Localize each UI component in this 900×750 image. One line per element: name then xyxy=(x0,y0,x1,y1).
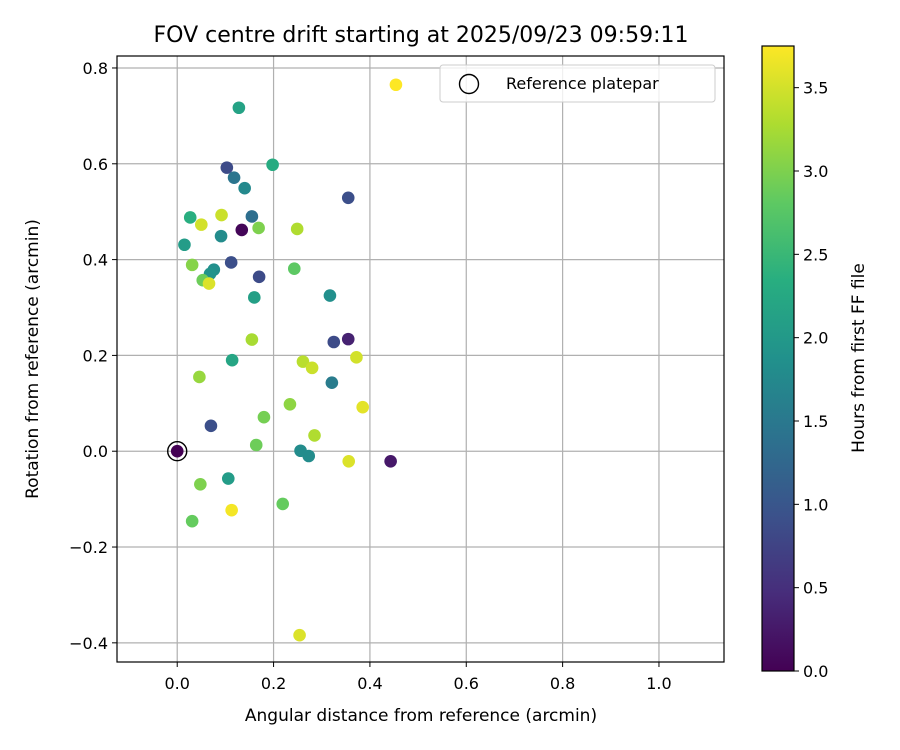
data-point xyxy=(323,289,337,302)
data-point xyxy=(238,181,251,195)
colorbar-tick-label: 3.5 xyxy=(803,79,828,98)
data-point xyxy=(221,472,235,485)
data-point xyxy=(204,419,218,433)
chart-title: FOV centre drift starting at 2025/09/23 … xyxy=(154,23,689,48)
colorbar-tick-label: 2.5 xyxy=(803,245,828,264)
data-point xyxy=(235,223,249,237)
data-point xyxy=(232,101,246,115)
data-point xyxy=(350,351,363,364)
y-tick-label: −0.2 xyxy=(69,538,108,557)
legend: Reference platepar xyxy=(439,64,716,103)
data-point xyxy=(220,161,234,174)
data-point xyxy=(178,238,191,252)
y-axis-ticks: −0.4 −0.2 0.0 0.2 0.4 0.6 0.8 xyxy=(69,59,117,653)
data-point xyxy=(266,158,279,172)
data-point xyxy=(341,191,355,205)
data-point xyxy=(185,514,199,528)
colorbar-ticks: 0.0 0.5 1.0 1.5 2.0 2.5 3.0 3.5 xyxy=(794,79,828,681)
data-point xyxy=(245,333,259,346)
data-point xyxy=(293,628,306,642)
data-point xyxy=(185,258,199,272)
data-point xyxy=(356,400,369,414)
legend-box xyxy=(439,64,716,103)
data-point xyxy=(283,397,297,411)
y-tick-label: 0.6 xyxy=(83,155,108,174)
y-tick-label: 0.8 xyxy=(83,59,108,78)
x-axis-label: Angular distance from reference (arcmin) xyxy=(245,706,597,726)
colorbar-tick-label: 0.0 xyxy=(803,662,828,681)
data-point xyxy=(384,454,397,468)
y-tick-label: 0.2 xyxy=(83,346,108,365)
plot-frame xyxy=(116,55,725,663)
data-point xyxy=(225,353,239,367)
reference-marker xyxy=(167,441,188,462)
data-point xyxy=(170,444,184,458)
data-point xyxy=(227,171,241,184)
colorbar-tick-label: 1.5 xyxy=(803,412,828,431)
data-point xyxy=(194,477,207,491)
data-point xyxy=(302,449,316,463)
colorbar-tick-label: 3.0 xyxy=(803,162,828,181)
data-point xyxy=(183,211,197,224)
legend-reference-icon xyxy=(458,73,480,95)
data-point xyxy=(224,256,238,269)
data-point xyxy=(225,503,238,517)
data-point xyxy=(287,262,301,275)
colorbar-tick-label: 2.0 xyxy=(803,329,828,348)
grid-lines xyxy=(117,56,724,662)
data-point xyxy=(325,376,339,390)
data-point xyxy=(195,218,208,231)
data-point xyxy=(249,438,263,452)
x-tick-label: 0.8 xyxy=(550,674,575,693)
data-point xyxy=(252,270,266,284)
data-point xyxy=(327,335,341,349)
data-point xyxy=(215,208,228,222)
data-point xyxy=(342,454,356,468)
colorbar-tick-label: 0.5 xyxy=(803,579,828,598)
x-tick-label: 0.4 xyxy=(357,674,382,693)
data-point xyxy=(305,361,319,375)
data-point xyxy=(245,210,259,223)
data-point xyxy=(193,370,206,384)
y-tick-label: 0.0 xyxy=(83,442,108,461)
data-point xyxy=(290,222,304,236)
data-point xyxy=(247,291,261,304)
x-tick-label: 0.6 xyxy=(454,674,479,693)
colorbar xyxy=(761,45,795,672)
legend-label: Reference platepar xyxy=(506,74,659,93)
y-axis-label: Rotation from reference (arcmin) xyxy=(23,219,43,499)
x-tick-label: 0.2 xyxy=(261,674,286,693)
data-point xyxy=(257,410,271,424)
y-tick-label: −0.4 xyxy=(69,634,108,653)
x-axis-ticks: 0.0 0.2 0.4 0.6 0.8 1.0 xyxy=(164,662,672,693)
data-point xyxy=(341,332,355,346)
x-tick-label: 1.0 xyxy=(646,674,671,693)
colorbar-tick-label: 1.0 xyxy=(803,495,828,514)
data-point xyxy=(389,78,403,92)
data-point xyxy=(308,429,321,442)
data-point xyxy=(276,497,290,511)
y-tick-label: 0.4 xyxy=(83,251,108,270)
data-point xyxy=(296,355,310,368)
data-point xyxy=(214,229,228,243)
data-points xyxy=(170,78,403,642)
reference-point-marker xyxy=(167,441,188,462)
data-point xyxy=(202,277,216,290)
data-point xyxy=(252,221,265,235)
x-tick-label: 0.0 xyxy=(164,674,189,693)
colorbar-label: Hours from first FF file xyxy=(849,263,869,453)
